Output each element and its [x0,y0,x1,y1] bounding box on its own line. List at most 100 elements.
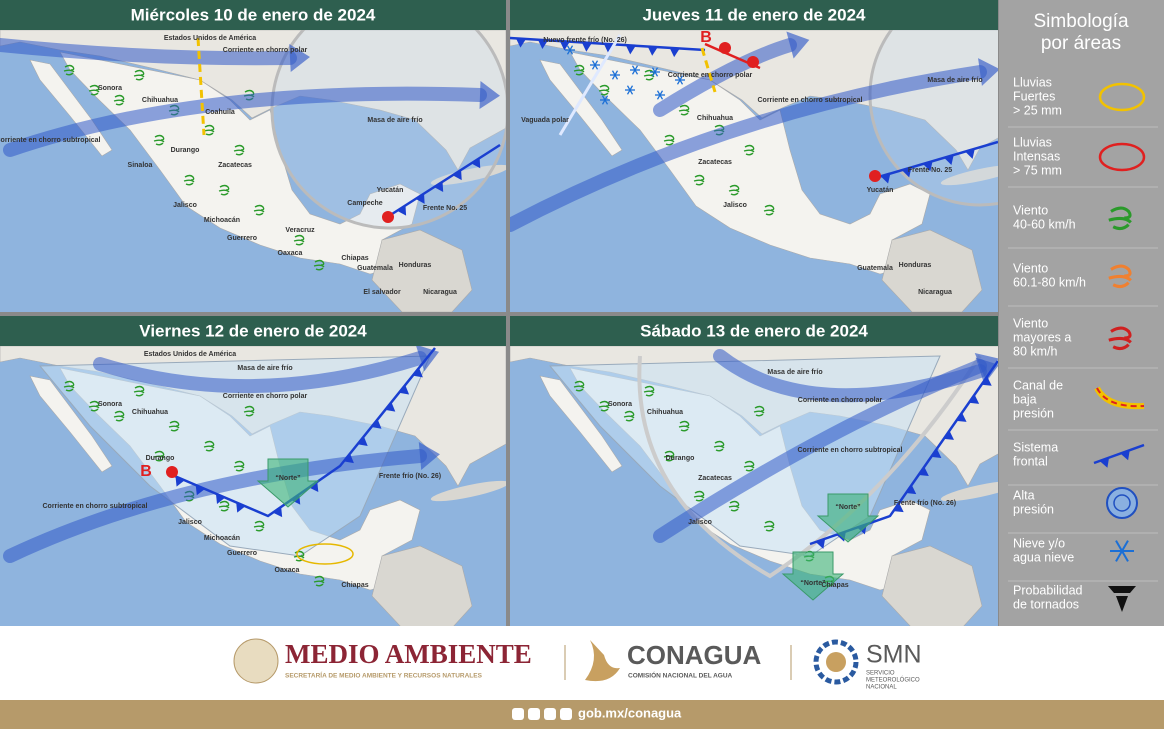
legend-label: Viento [1013,261,1048,275]
wind-symbol [598,84,610,96]
warm-front [869,170,881,182]
front-triangle [434,181,444,192]
land-baja [539,59,623,157]
map-label: Masa de aire frío [767,369,822,376]
legend-icon [1098,142,1146,172]
snow-symbol [591,60,599,70]
map-label: Frente frío (No. 26) [894,500,956,507]
social-icon[interactable] [560,708,572,720]
wind-symbol [293,234,305,246]
panel-title: Viernes 12 de enero de 2024 [139,321,367,340]
social-icon[interactable] [528,708,540,720]
wind-symbol [233,460,245,472]
map-label: “Norte” [800,580,825,587]
map-label: Sonora [98,85,122,92]
wind-symbol [643,385,655,397]
legend-label: Intensas [1013,149,1060,163]
jet-stream [3,86,487,157]
land-central-america [881,229,983,312]
map-label: Masa de aire frío [237,365,292,372]
wind-symbol [63,64,75,76]
map-land: Nuevo frente frío (No. 26) Vaguada polar C… [510,0,998,312]
wind-symbol [63,380,75,392]
map-label: Guatemala [357,265,393,272]
social-icon[interactable] [544,708,556,720]
snow-symbol [601,95,609,105]
front-triangle [537,39,548,50]
legend-label: Sistema [1013,440,1058,454]
wind-symbol [743,144,755,156]
front-triangle [397,205,407,216]
map-label: Corriente en chorro polar [798,397,883,404]
legend-label: agua nieve [1013,550,1074,564]
legend-label: frontal [1013,454,1048,468]
legend-icon [1113,494,1131,512]
map-label: Chihuahua [132,409,168,416]
wind-symbol [313,259,325,271]
front-triangle [471,158,481,169]
front-triangle [272,506,283,518]
smn-subtitle: SERVICIO [866,671,895,677]
snow-symbol [656,90,664,100]
snow-symbol [611,70,619,80]
front-triangle [625,45,636,55]
map-label: Guerrero [227,235,257,242]
map-label: Oaxaca [275,567,300,574]
front-triangle [981,376,992,386]
panel-title: Jueves 11 de enero de 2024 [642,5,866,24]
land-us [510,29,998,171]
wind-symbol [153,450,165,462]
map-label: Chiapas [341,582,368,589]
wind-symbol [133,385,145,397]
front-triangle [893,502,904,513]
social-icon[interactable] [512,708,524,720]
front-triangle [1099,457,1110,468]
legend-panel [999,0,1164,626]
front-triangle [965,148,975,159]
front-triangle [943,430,954,440]
map-label: Frente frío (No. 26) [379,473,441,480]
legend-label: Viento [1013,316,1048,330]
jet-stream [93,351,427,394]
wind-symbol [88,84,100,96]
map-label: Yucatán [867,187,894,194]
footer [0,626,1164,700]
conagua-subtitle: COMISIÓN NACIONAL DEL AGUA [628,671,733,680]
map-label: Zacatecas [698,475,732,482]
wind-symbol [693,174,705,186]
land-central-america [881,545,983,626]
front-triangle [931,448,942,458]
map-label: Durango [146,455,175,462]
legend-label: baja [1013,392,1037,406]
conagua-emblem [585,640,620,682]
legend-label: Alta [1013,488,1035,502]
legend-icon [1108,206,1132,231]
front-triangle [922,161,933,172]
legend-label: Fuertes [1013,89,1055,103]
front-triangle [944,154,954,166]
front-triangle [215,493,226,504]
jet-arrow [978,58,998,86]
map-label: Jalisco [178,519,202,526]
cold-air-region [38,355,431,557]
map-land: Masa de aire frío Corriente en chorro pol… [510,345,998,626]
map-label: Honduras [899,262,932,269]
map-label: Zacatecas [218,162,252,169]
wind-symbol [113,94,125,106]
front-triangle [412,367,423,378]
map-label: Chiapas [821,582,848,589]
wind-symbol [678,104,690,116]
front-triangle [415,193,425,204]
map-label: Nicaragua [423,289,457,296]
panel-header [510,0,998,30]
wind-symbol [253,204,265,216]
panel-title: Miércoles 10 de enero de 2024 [131,5,376,24]
map-land: Estados Unidos de América Corriente en ch… [0,0,506,312]
map-label: Sonora [608,401,632,408]
warm-front [719,42,731,54]
land-central-america [371,229,473,312]
front-triangle [175,476,185,487]
wind-symbol [763,204,775,216]
